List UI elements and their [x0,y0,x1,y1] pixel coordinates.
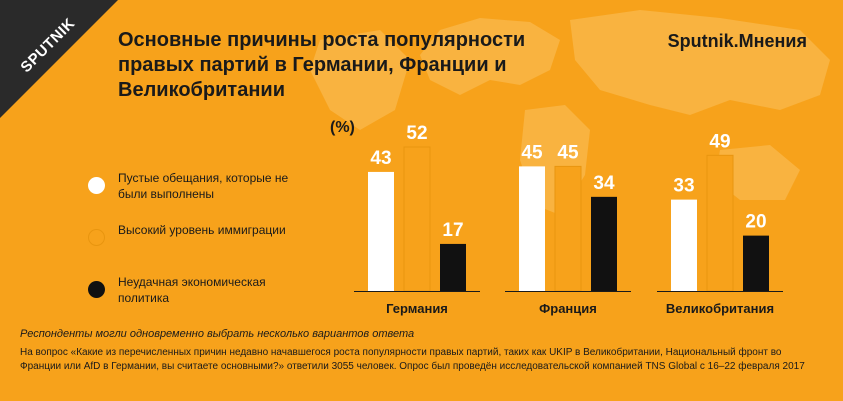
data-label: 17 [442,220,463,241]
bar-1-1 [554,165,582,292]
legend-item-promises: Пустые обещания, которые не были выполне… [88,168,318,220]
brand-label[interactable]: Sputnik.Мнения [667,31,807,51]
legend-swatch-white [88,177,105,194]
legend-label: Неудачная экономическая политика [118,275,266,305]
bar-1-0 [519,166,545,291]
bar-2-0 [671,199,697,291]
data-label: 45 [557,142,579,163]
chart-legend: Пустые обещания, которые не были выполне… [88,168,318,324]
legend-item-economy: Неудачная экономическая политика [88,272,318,324]
bar-2-1 [706,154,734,292]
legend-swatch-orange [88,229,105,246]
legend-label: Высокий уровень иммиграции [118,223,286,237]
category-label: Великобритания [666,301,774,316]
bar-0-1 [403,146,431,292]
legend-item-immigration: Высокий уровень иммиграции [88,220,318,272]
bar-2-2 [743,235,769,291]
survey-footnote: На вопрос «Какие из перечисленных причин… [20,347,805,372]
data-label: 43 [370,148,391,169]
data-label: 45 [521,142,543,163]
data-label: 49 [709,131,730,152]
data-label: 20 [745,212,766,233]
logo-corner-triangle [0,0,118,118]
bar-0-0 [368,171,394,291]
chart-title: Основные причины роста популярности прав… [118,29,526,101]
data-label: 34 [593,173,615,194]
legend-label: Пустые обещания, которые не были выполне… [118,171,289,201]
bar-0-2 [440,243,466,291]
legend-swatch-black [88,281,105,298]
data-label: 52 [406,123,427,144]
category-label: Германия [386,301,448,316]
category-label: Франция [539,301,597,316]
bar-1-2 [591,196,617,291]
unit-label: (%) [330,119,355,136]
respondents-note: Респонденты могли одновременно выбрать н… [20,328,415,340]
data-label: 33 [673,176,694,197]
